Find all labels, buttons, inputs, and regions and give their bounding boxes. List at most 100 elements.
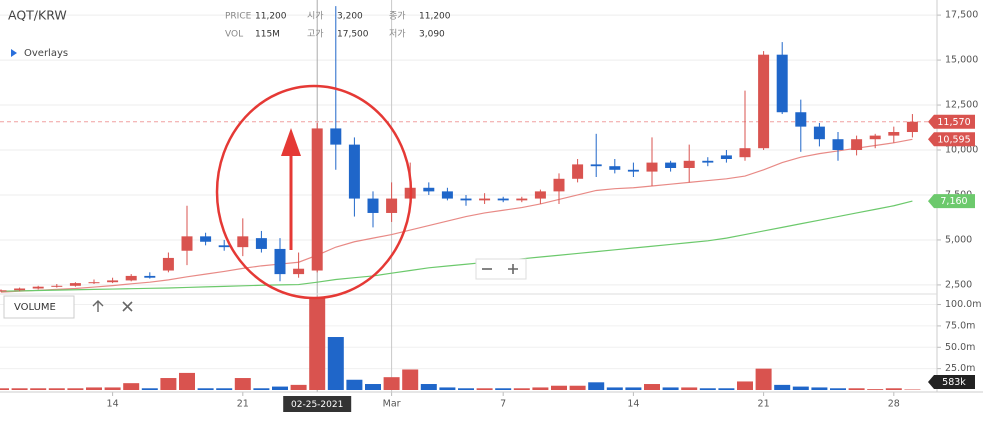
candle-body bbox=[423, 187, 435, 192]
candle-body bbox=[274, 248, 286, 275]
volume-bar bbox=[830, 388, 846, 390]
overlays[interactable]: Overlays bbox=[24, 48, 68, 59]
volume-tick-label: 50.0m bbox=[945, 342, 975, 353]
candle-body bbox=[832, 139, 844, 151]
volume-bar bbox=[699, 388, 716, 390]
candle-body bbox=[553, 178, 565, 192]
volume-label: VOLUME bbox=[14, 302, 56, 313]
volume-bar bbox=[402, 369, 419, 390]
candle-body bbox=[720, 155, 732, 160]
moving-average bbox=[0, 200, 913, 292]
volume-bar bbox=[216, 388, 233, 390]
crosshair-label: 02-25-2021 bbox=[291, 400, 343, 410]
y-tick-label: 10,000 bbox=[945, 145, 978, 156]
candle-body bbox=[479, 198, 491, 201]
volume-bar bbox=[327, 337, 344, 390]
stat-value: 3,200 bbox=[337, 12, 363, 22]
volume-bar bbox=[885, 388, 902, 390]
volume-bar bbox=[495, 388, 512, 390]
stat-label: 종가 bbox=[389, 11, 406, 22]
volume-tick-label: 100.0m bbox=[945, 299, 981, 310]
stat-value: 11,200 bbox=[255, 12, 287, 22]
marks bbox=[0, 6, 921, 390]
volume-bar bbox=[141, 388, 158, 390]
volume-bar bbox=[272, 386, 288, 390]
candle-body bbox=[367, 198, 379, 213]
stat-value: 3,090 bbox=[419, 30, 445, 40]
volume-bar bbox=[234, 378, 251, 390]
candle-body bbox=[218, 245, 230, 248]
grid bbox=[0, 0, 941, 396]
candle-body bbox=[237, 236, 249, 248]
value-badge-label: 7,160 bbox=[940, 196, 967, 207]
candle-body bbox=[125, 275, 137, 281]
volume-bar bbox=[644, 384, 660, 390]
candle-body bbox=[795, 112, 807, 127]
volume-bar bbox=[774, 384, 791, 390]
y-tick-label: 12,500 bbox=[945, 100, 978, 111]
highlight-circle bbox=[215, 84, 413, 300]
volume-bar bbox=[439, 387, 456, 390]
volume-bar bbox=[253, 388, 270, 390]
close-icon[interactable] bbox=[122, 301, 133, 312]
pair: AQT/KRW bbox=[8, 8, 67, 23]
y-tick-label: 5,000 bbox=[945, 234, 972, 245]
volume-bar bbox=[625, 387, 642, 390]
candle-body bbox=[590, 164, 602, 167]
volume-bar bbox=[551, 385, 567, 390]
volume-bar bbox=[48, 388, 65, 390]
candle-body bbox=[497, 198, 509, 201]
candle-body bbox=[107, 280, 119, 283]
volume-bar bbox=[290, 384, 307, 390]
candle-body bbox=[293, 268, 305, 275]
volume-bar bbox=[179, 372, 195, 390]
candle-body bbox=[441, 191, 453, 199]
x-tick-label: 21 bbox=[237, 399, 249, 410]
x-tick-label: 7 bbox=[500, 399, 506, 410]
candle-body bbox=[627, 169, 639, 172]
candle-body bbox=[181, 236, 193, 251]
candle-body bbox=[888, 132, 900, 136]
volume-tick-label: 25.0m bbox=[945, 363, 975, 374]
volume-bar bbox=[309, 297, 326, 390]
candle-body bbox=[813, 126, 825, 140]
volume-bar bbox=[606, 387, 623, 390]
volume-bar bbox=[718, 388, 735, 390]
volume-bar bbox=[123, 383, 140, 390]
volume-bar bbox=[0, 388, 9, 390]
candle-body bbox=[665, 162, 677, 168]
volume-bar bbox=[848, 388, 865, 390]
value-badge bbox=[928, 114, 975, 129]
volume-bar bbox=[458, 388, 474, 390]
volume-bar bbox=[383, 377, 400, 390]
candle-body bbox=[51, 285, 63, 287]
stat-label: 저가 bbox=[389, 29, 406, 40]
y-tick-label: 2,500 bbox=[945, 279, 972, 290]
overlays-icon[interactable] bbox=[11, 49, 17, 57]
candle-body bbox=[311, 128, 323, 271]
candle-body bbox=[460, 198, 472, 201]
zoom-controls bbox=[475, 258, 527, 280]
stat-label: PRICE bbox=[225, 12, 252, 22]
crosshair-label-box bbox=[283, 396, 352, 412]
x-tick-label: 14 bbox=[627, 399, 639, 410]
stat-value: 11,200 bbox=[419, 12, 451, 22]
stat-value: 17,500 bbox=[337, 30, 369, 40]
volume-bar bbox=[513, 388, 530, 390]
candle-body bbox=[702, 160, 714, 163]
value-badge bbox=[928, 375, 975, 389]
volume-box[interactable] bbox=[3, 295, 75, 319]
move-up-icon[interactable] bbox=[92, 300, 104, 312]
candle-body bbox=[516, 198, 528, 201]
zoom-in[interactable] bbox=[508, 264, 518, 274]
x-tick-label: 14 bbox=[107, 399, 119, 410]
candle-body bbox=[69, 283, 81, 286]
arrow-head bbox=[281, 128, 301, 156]
candle-body bbox=[739, 148, 751, 158]
volume-bar bbox=[86, 387, 102, 390]
x-tick-label: 21 bbox=[758, 399, 770, 410]
candle-body bbox=[758, 54, 770, 149]
volume-tick-label: 75.0m bbox=[945, 320, 975, 331]
